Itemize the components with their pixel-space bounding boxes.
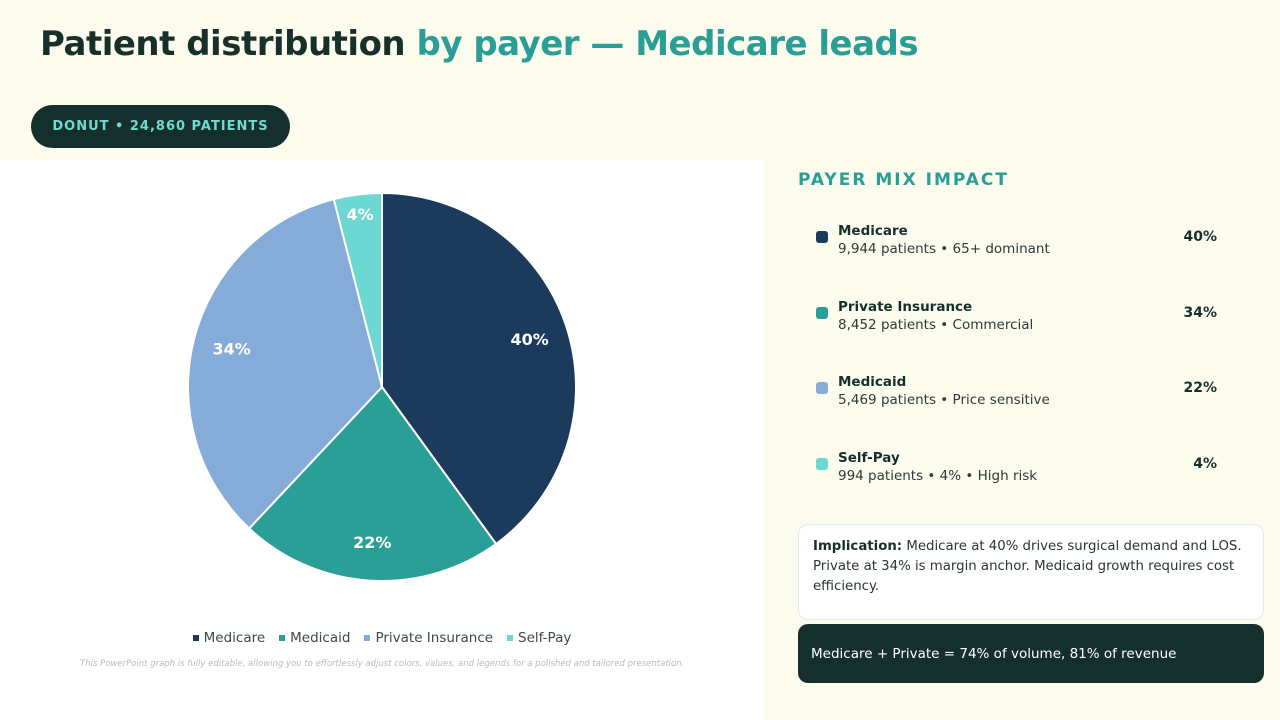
pie-label-private-insurance: 34%: [213, 339, 251, 358]
payer-percent: 22%: [1183, 380, 1217, 396]
legend-swatch: [279, 635, 286, 641]
payer-name: Medicare: [838, 223, 908, 239]
payer-percent: 34%: [1183, 305, 1217, 321]
chart-type-pill: DONUT • 24,860 PATIENTS: [31, 105, 290, 148]
pie-label-medicaid: 22%: [353, 533, 391, 552]
legend-label: Medicaid: [290, 630, 351, 646]
pie-slice-self-pay: [332, 191, 383, 388]
payer-mix-row: Self-Pay 994 patients • 4% • High risk 4%: [816, 450, 1226, 490]
legend-swatch: [192, 635, 199, 641]
title-part-2: by payer — Medicare leads: [416, 24, 919, 64]
legend-item-medicaid: Medicaid: [279, 630, 350, 646]
pie-label-medicare: 40%: [510, 330, 548, 349]
legend-label: Private Insurance: [375, 630, 494, 646]
pie-slice-medicare: [381, 191, 577, 546]
page-title: Patient distribution by payer — Medicare…: [40, 24, 919, 64]
pie-slice-private-insurance: [187, 197, 384, 530]
pie-chart: 40% 22% 34% 4%: [187, 191, 577, 582]
legend-item-private-insurance: Private Insurance: [364, 630, 493, 646]
payer-percent: 40%: [1183, 229, 1217, 245]
payer-detail: 8,452 patients • Commercial: [838, 317, 1034, 333]
payer-name: Medicaid: [838, 374, 907, 390]
payer-mix-title: PAYER MIX IMPACT: [798, 170, 1009, 190]
pie-label-self-pay: 4%: [347, 205, 374, 224]
legend-item-self-pay: Self-Pay: [507, 630, 571, 646]
legend-label: Medicare: [203, 630, 266, 646]
legend-item-medicare: Medicare: [192, 630, 266, 646]
payer-percent: 4%: [1193, 456, 1217, 472]
implication-text: Medicare at 40% drives surgical demand a…: [813, 539, 1242, 594]
payer-name: Self-Pay: [838, 450, 900, 466]
legend-label: Self-Pay: [518, 630, 572, 646]
payer-color-dot: [816, 458, 828, 470]
payer-detail: 9,944 patients • 65+ dominant: [838, 241, 1050, 257]
title-part-1: Patient distribution: [40, 24, 406, 64]
summary-banner: Medicare + Private = 74% of volume, 81% …: [798, 624, 1264, 683]
payer-mix-row: Private Insurance 8,452 patients • Commer…: [816, 299, 1226, 339]
legend-swatch: [364, 635, 371, 641]
payer-color-dot: [816, 307, 828, 319]
payer-color-dot: [816, 231, 828, 243]
implication-box: Implication: Medicare at 40% drives surg…: [798, 524, 1264, 620]
payer-detail: 994 patients • 4% • High risk: [838, 468, 1038, 484]
implication-label: Implication:: [813, 539, 903, 554]
legend-swatch: [507, 635, 514, 641]
chart-legend: Medicare Medicaid Private Insurance Self-Pa…: [0, 630, 764, 646]
payer-mix-row: Medicare 9,944 patients • 65+ dominant 40%: [816, 223, 1226, 263]
pie-slice-medicaid: [247, 385, 498, 582]
payer-color-dot: [816, 382, 828, 394]
chart-footnote: This PowerPoint graph is fully editable,…: [80, 659, 685, 669]
chart-panel: 40% 22% 34% 4% Medicare Medicaid Private Insu…: [0, 160, 764, 720]
payer-name: Private Insurance: [838, 299, 973, 315]
payer-detail: 5,469 patients • Price sensitive: [838, 392, 1050, 408]
payer-mix-row: Medicaid 5,469 patients • Price sensitive…: [816, 374, 1226, 414]
